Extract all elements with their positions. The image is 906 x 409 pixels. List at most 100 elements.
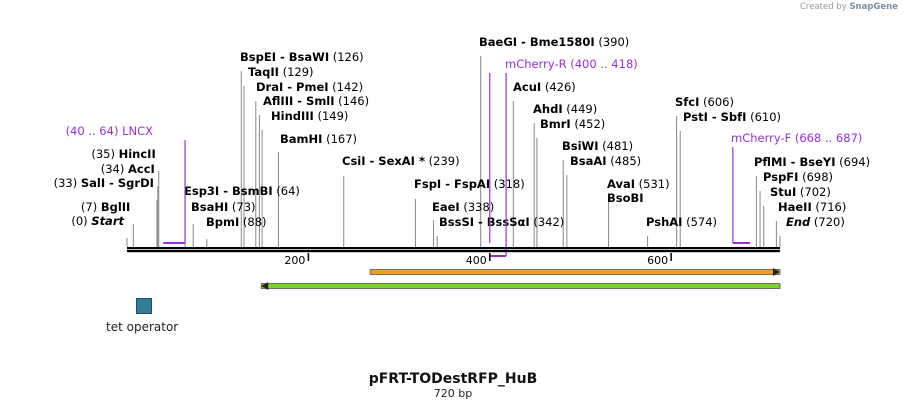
site-label-bsiwi: BsiWI (481) [562,139,633,153]
site-label-drai-pmei: DraI - PmeI (142) [256,80,363,94]
site-pos-afliii-smli: (146) [335,94,370,108]
site-label-sali-sgrdi: (33) SalI - SgrDI [54,176,154,190]
site-pos-sali-sgrdi: (33) [54,176,81,190]
green-feature-body [260,283,781,289]
site-pos-pspfi: (698) [798,170,833,184]
site-name-hincii: HincII [119,147,156,161]
snapgene-logo-text: SnapGene [849,2,898,12]
site-label-ahdi: AhdI (449) [533,102,597,116]
site-pos-avai: (531) [635,177,670,191]
site-name-sali-sgrdi: SalI - SgrDI [81,176,154,190]
site-name-acci: AccI [128,162,155,176]
site-label-bsobi: BsoBI [607,191,644,205]
legend-swatch-tet-operator [136,298,152,314]
tick-label-200: 200 [284,254,305,267]
site-pos-acui: (426) [541,80,576,94]
primer-label-lncx: (40 .. 64) LNCX [66,124,154,138]
site-name-bsssi-bsss-i: BssSI - BssSαI [439,215,530,229]
site-name-bsobi: BsoBI [607,191,644,205]
ruler-ticks: 200 400 600 [284,253,672,267]
site-name-taqii: TaqII [248,65,279,79]
site-label-taqii: TaqII (129) [248,65,314,79]
site-pos-csii-sexai: (239) [425,154,460,168]
site-name-stui: StuI [770,185,796,199]
site-pos-haeii: (716) [812,200,847,214]
site-pos-bsahi: (73) [228,200,255,214]
site-label-acci: (34) AccI [101,162,155,176]
site-name-pspfi: PspFI [763,170,798,184]
site-label-bsssi-bsss-i: BssSI - BssSαI (342) [439,215,564,229]
site-label-bglii: (7) BglII [81,200,130,214]
site-label-bpmi: BpmI (88) [206,215,267,229]
site-pos-start: (0) [71,214,91,228]
site-pos-fspi-fspai: (318) [490,177,525,191]
site-name-esp3i-bsmbi: Esp3I - BsmBI [184,184,273,198]
sequence-backbone [127,247,780,253]
site-name-baegi-bme1580i: BaeGI - Bme1580I [479,35,595,49]
site-pos-bsaai: (485) [607,154,642,168]
site-pos-sfci: (606) [699,95,734,109]
map-title: pFRT-TODestRFP_HuB [368,371,538,387]
site-label-bmri: BmrI (452) [540,117,605,131]
site-label-baegi-bme1580i: BaeGI - Bme1580I (390) [479,35,629,49]
credit: Created by SnapGene [800,2,898,12]
site-pos-acci: (34) [101,162,128,176]
site-label-afliii-smli: AflIII - SmlI (146) [263,94,369,108]
site-name-drai-pmei: DraI - PmeI [256,80,329,94]
site-label-bamhi: BamHI (167) [280,132,357,146]
site-pos-drai-pmei: (142) [329,80,364,94]
site-name-psti-sbfi: PstI - SbfI [683,110,746,124]
site-label-sfci: SfcI (606) [675,95,734,109]
site-pos-esp3i-bsmbi: (64) [273,184,300,198]
site-name-start: Start [91,214,124,228]
site-label-start: (0) Start [71,214,124,228]
orange-feature-head [773,268,780,276]
site-pos-baegi-bme1580i: (390) [595,35,630,49]
green-feature-head [261,282,269,290]
site-pos-bmri: (452) [571,117,606,131]
site-name-eaei: EaeI [432,200,460,214]
site-label-esp3i-bsmbi: Esp3I - BsmBI (64) [184,184,300,198]
map-length: 720 bp [433,387,473,400]
site-leaders [126,56,781,247]
site-name-haeii: HaeII [778,200,812,214]
site-label-psti-sbfi: PstI - SbfI (610) [683,110,781,124]
site-label-csii-sexai: CsiI - SexAI * (239) [342,154,460,168]
site-pos-taqii: (129) [279,65,314,79]
site-name-avai: AvaI [607,177,635,191]
credit-prefix: Created by [799,2,847,12]
site-name-bsahi: BsaHI [191,200,228,214]
site-label-acui: AcuI (426) [513,80,576,94]
site-pos-bspei-bsawi: (126) [329,50,364,64]
site-pos-bpmi: (88) [239,215,266,229]
site-pos-eaei: (338) [460,200,495,214]
site-pos-stui: (702) [796,185,831,199]
site-label-fspi-fspai: FspI - FspAI (318) [414,177,525,191]
site-name-end: End [786,215,811,229]
site-name-bglii: BglII [101,200,131,214]
site-label-bspei-bsawi: BspEI - BsaWI (126) [240,50,364,64]
site-label-pspfi: PspFI (698) [763,170,833,184]
site-name-afliii-smli: AflIII - SmlI [263,94,335,108]
site-label-end: End (720) [786,215,845,229]
primer-label-mcherry-r: mCherry-R (400 .. 418) [505,57,638,71]
backbone-strand-bottom [127,250,780,253]
site-pos-ahdi: (449) [563,102,598,116]
site-name-acui: AcuI [513,80,541,94]
site-pos-bglii: (7) [81,200,101,214]
site-pos-hindiii: (149) [314,109,349,123]
site-pos-psti-sbfi: (610) [746,110,781,124]
site-name-pflmi-bseyi: PflMI - BseYI [754,155,835,169]
site-name-bspei-bsawi: BspEI - BsaWI [240,50,329,64]
site-name-bsiwi: BsiWI [562,139,599,153]
site-name-bamhi: BamHI [280,132,322,146]
site-name-sfci: SfcI [675,95,699,109]
site-label-hincii: (35) HincII [91,147,155,161]
feature-arrows [260,268,781,290]
site-pos-pflmi-bseyi: (694) [835,155,870,169]
site-label-haeii: HaeII (716) [778,200,846,214]
site-label-bsaai: BsaAI (485) [570,154,641,168]
site-pos-hincii: (35) [91,147,118,161]
site-pos-bamhi: (167) [322,132,357,146]
